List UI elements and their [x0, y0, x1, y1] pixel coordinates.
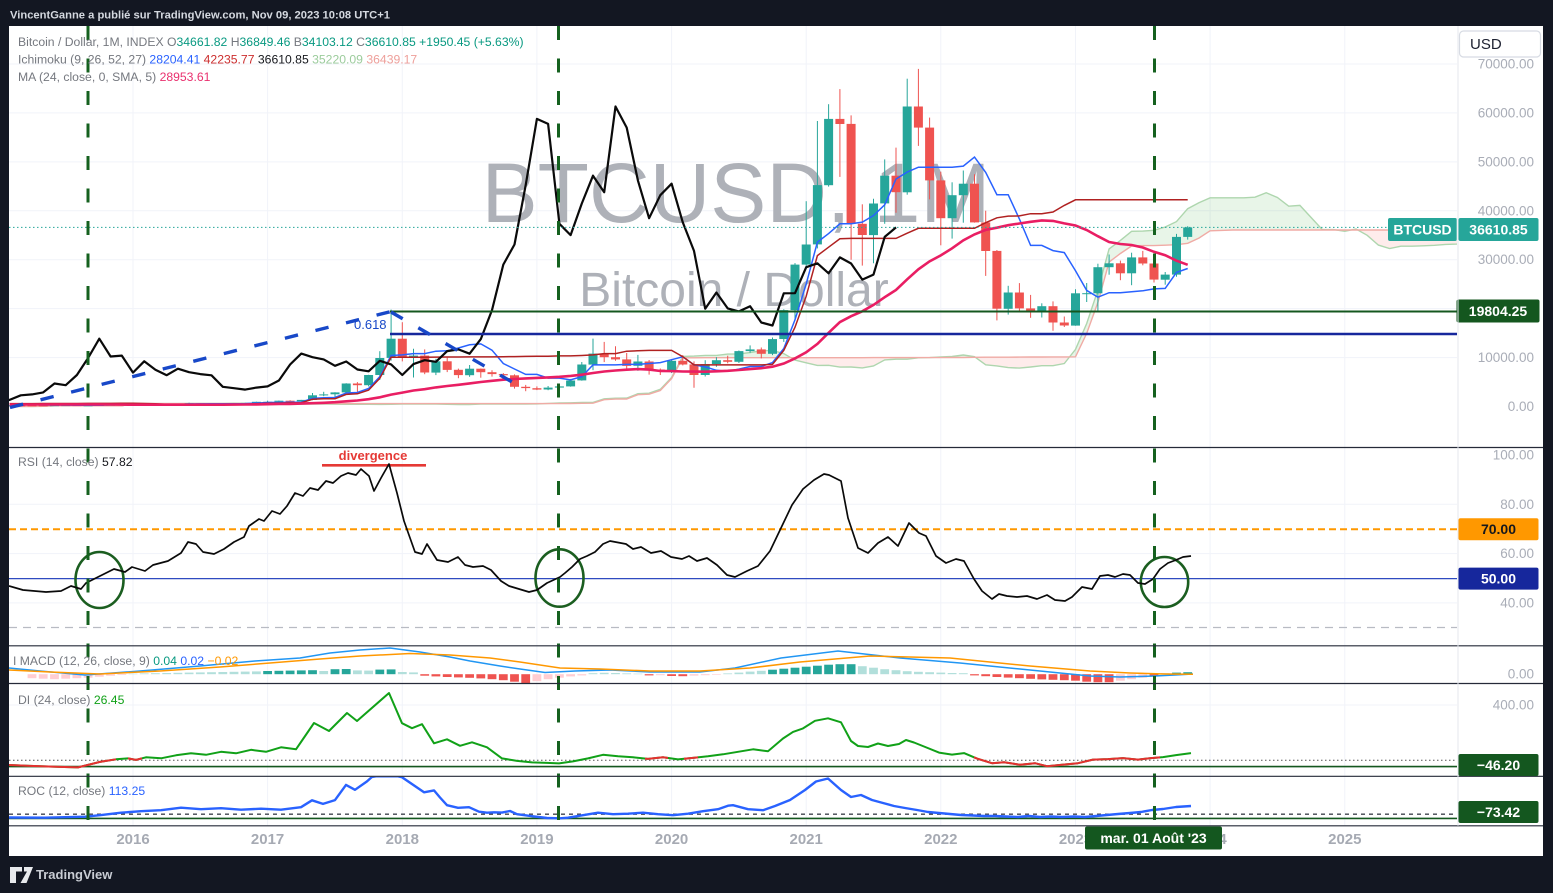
- svg-text:19804.25: 19804.25: [1469, 303, 1528, 319]
- svg-text:mar. 01 Août '23: mar. 01 Août '23: [1100, 830, 1207, 846]
- svg-text:2020: 2020: [655, 831, 688, 848]
- svg-text:Ichimoku (9, 26, 52, 27) 2820: Ichimoku (9, 26, 52, 27) 28204.41 42235.…: [18, 53, 417, 67]
- svg-text:TradingView: TradingView: [36, 867, 113, 882]
- svg-text:2022: 2022: [924, 831, 957, 848]
- svg-text:70.00: 70.00: [1481, 521, 1516, 537]
- svg-text:VincentGanne a publié sur Trad: VincentGanne a publié sur TradingView.co…: [10, 10, 390, 22]
- svg-text:70000.00: 70000.00: [1478, 57, 1534, 72]
- svg-text:0.618: 0.618: [354, 317, 387, 332]
- svg-text:40.00: 40.00: [1500, 595, 1534, 610]
- svg-text:2018: 2018: [386, 831, 419, 848]
- svg-text:60000.00: 60000.00: [1478, 105, 1534, 120]
- svg-text:I MACD (12, 26, close, 9) 0.0: I MACD (12, 26, close, 9) 0.04 0.02 −0.0…: [13, 654, 239, 668]
- svg-text:2023: 2023: [1059, 831, 1092, 848]
- svg-text:50.00: 50.00: [1481, 571, 1516, 587]
- svg-text:2016: 2016: [116, 831, 149, 848]
- svg-text:BTCUSD: BTCUSD: [1393, 222, 1451, 238]
- svg-text:RSI (14, close) 57.82: RSI (14, close) 57.82: [18, 455, 133, 469]
- svg-text:divergence: divergence: [339, 448, 408, 463]
- svg-text:40000.00: 40000.00: [1478, 203, 1534, 218]
- svg-text:Bitcoin / Dollar, 1M, INDEX O: Bitcoin / Dollar, 1M, INDEX O34661.82 H3…: [18, 35, 524, 49]
- svg-text:−73.42: −73.42: [1477, 804, 1520, 820]
- svg-text:30000.00: 30000.00: [1478, 252, 1534, 267]
- svg-text:400.00: 400.00: [1493, 698, 1534, 713]
- svg-text:0.00: 0.00: [1508, 399, 1534, 414]
- svg-text:DI (24, close) 26.45: DI (24, close) 26.45: [18, 693, 125, 707]
- svg-text:USD: USD: [1470, 36, 1502, 53]
- svg-text:ROC (12, close) 113.25: ROC (12, close) 113.25: [18, 784, 145, 798]
- svg-text:2017: 2017: [251, 831, 284, 848]
- svg-text:80.00: 80.00: [1500, 497, 1534, 512]
- svg-text:2021: 2021: [790, 831, 823, 848]
- svg-text:MA (24, close, 0, SMA, 5) 289: MA (24, close, 0, SMA, 5) 28953.61: [18, 70, 211, 84]
- svg-text:2019: 2019: [520, 831, 553, 848]
- svg-text:0.00: 0.00: [1508, 667, 1534, 682]
- svg-text:10000.00: 10000.00: [1478, 350, 1534, 365]
- svg-text:−46.20: −46.20: [1477, 757, 1520, 773]
- svg-text:2025: 2025: [1328, 831, 1361, 848]
- svg-text:60.00: 60.00: [1500, 546, 1534, 561]
- svg-text:36610.85: 36610.85: [1469, 222, 1528, 238]
- svg-text:Bitcoin / Dollar: Bitcoin / Dollar: [579, 264, 888, 317]
- svg-text:100.00: 100.00: [1493, 448, 1534, 463]
- svg-text:50000.00: 50000.00: [1478, 154, 1534, 169]
